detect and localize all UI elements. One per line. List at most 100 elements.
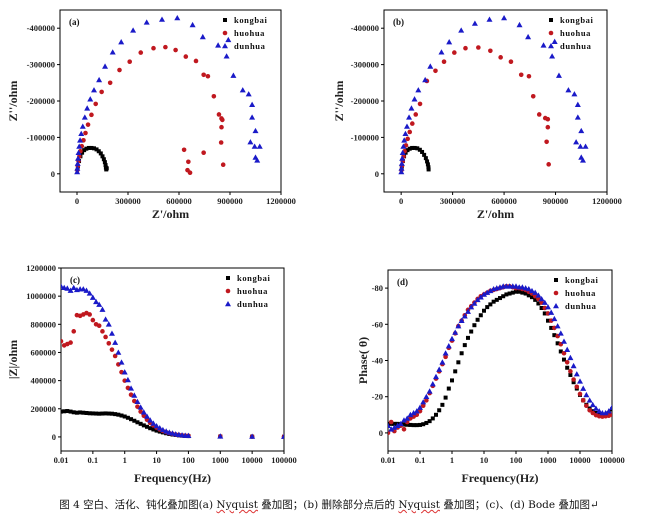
kongbai-point [74,410,79,415]
series-dunhua [398,15,589,175]
dunhua-point [150,420,157,426]
kongbai-point [494,297,499,302]
dunhua-point [471,20,478,26]
huohua-point [89,112,94,118]
kongbai-point [514,289,518,294]
huohua-point [96,323,102,329]
kongbai-point [422,152,427,157]
huohua-point [571,377,576,382]
series-dunhua [388,283,612,432]
dunhua-point [525,286,532,292]
x-tick-label: 300000 [115,196,141,206]
huohua-point [526,73,532,79]
huohua-point [443,354,448,360]
kongbai-point [510,290,515,295]
huohua-point [544,139,549,145]
dunhua-point [406,114,413,120]
kongbai-point [491,299,496,304]
huohua-point [441,59,447,64]
kongbai-point [113,412,118,417]
x-tick-label: 1000 [540,455,557,465]
huohua-point [186,159,191,165]
huohua-point [138,50,144,55]
dunhua-point [557,330,564,336]
huohua-point [163,44,168,50]
kongbai-point [97,411,102,416]
dunhua-point [239,87,246,93]
y-axis-title: |Z|/ohm [6,340,20,379]
dunhua-point [388,426,395,432]
legend-marker-dunhua [548,43,554,49]
series-huohua [75,44,226,176]
kongbai-point [565,365,570,370]
dunhua-point [185,432,192,438]
dunhua-point [458,317,465,323]
dunhua-point [93,298,100,305]
huohua-point [68,340,73,345]
legend: kongbai huohua dunhua [222,15,267,51]
kongbai-point [388,421,390,426]
dunhua-point [583,391,590,398]
kongbai-point [71,410,76,415]
kongbai-point [81,410,86,415]
kongbai-point [103,163,108,168]
kongbai-point [392,421,397,426]
figure-caption: 图 4 空白、活化、钝化叠加图(a) Nyquist 叠加图；(b) 删除部分点… [0,497,658,512]
kongbai-point [424,420,429,425]
dunhua-point [426,388,433,394]
legend-label-huohua: huohua [234,28,265,38]
x-tick-label: 300000 [440,196,466,206]
huohua-point [552,325,557,331]
dunhua-point [445,343,452,349]
kongbai-point [410,145,415,150]
legend-label-dunhua: dunhua [560,41,592,51]
kongbai-point [408,422,413,427]
kongbai-point [427,419,432,424]
dunhua-point [64,285,71,291]
huohua-point [433,68,438,74]
kongbai-point [414,423,419,428]
huohua-point [508,59,514,64]
kongbai-point [104,166,109,171]
dunhua-point [74,160,81,166]
dunhua-point [468,304,475,310]
huohua-point [187,170,193,176]
dunhua-point [519,284,526,290]
huohua-point [587,407,592,413]
series-dunhua [74,15,263,175]
huohua-point [205,73,211,79]
dunhua-point [70,284,77,291]
dunhua-point [609,404,612,410]
huohua-point [219,124,224,130]
dunhua-point [477,294,484,300]
kongbai-point [102,160,107,165]
dunhua-point [582,143,589,149]
dunhua-point [567,354,574,361]
y-tick-label: 0 [375,169,379,179]
dunhua-point [156,425,163,431]
kongbai-point [405,148,410,153]
kongbai-point [78,410,83,415]
kongbai-point [94,411,99,416]
y-tick-label: 1000000 [26,291,56,301]
dunhua-point [102,316,109,322]
x-axis-title: Frequency(Hz) [461,471,538,485]
dunhua-point [121,369,128,375]
dunhua-point [397,420,404,427]
x-tick-label: 0.1 [415,455,426,465]
huohua-point [87,312,92,317]
dunhua-point [422,76,429,83]
kongbai-point [109,411,114,416]
y-tick-label: -20 [372,392,383,402]
legend-marker-huohua [553,290,559,296]
y-tick-label: -100000 [351,132,379,142]
kongbai-point [549,325,554,330]
x-tick-label: 10000 [242,455,263,465]
dunhua-point [163,428,170,434]
y-tick-label: -400000 [351,23,379,33]
kongbai-point [517,289,522,294]
kongbai-point [84,410,89,415]
dunhua-point [115,349,122,355]
huohua-point [584,403,589,409]
x-tick-label: 100 [182,455,195,465]
